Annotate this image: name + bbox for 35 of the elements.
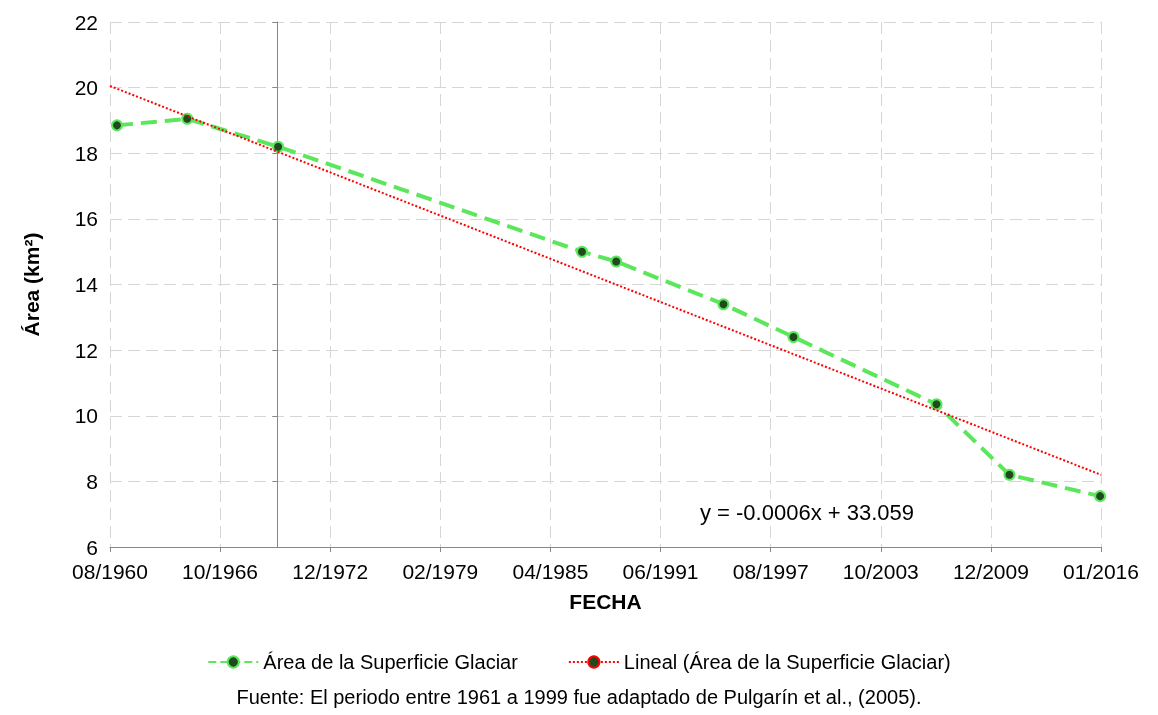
- x-tick-label: 02/1979: [402, 560, 479, 583]
- point: [575, 245, 588, 258]
- annotation: y = -0.0006x + 33.059: [699, 499, 915, 525]
- point: [1003, 468, 1016, 481]
- y-tick-label: 18: [74, 141, 98, 165]
- y-tick-label: 8: [86, 469, 98, 493]
- point: [111, 119, 123, 132]
- point: [930, 398, 943, 411]
- x-tick-label: 06/1991: [622, 560, 699, 583]
- x-tick-label: 08/1997: [732, 560, 809, 583]
- y-tick-label: 22: [74, 10, 98, 34]
- x-tick-label: 10/1966: [182, 560, 259, 583]
- x-tick-label: 12/1972: [292, 560, 369, 583]
- y-tick-label: 10: [74, 404, 98, 428]
- point: [1094, 490, 1107, 503]
- y-tick-label: 16: [74, 207, 98, 231]
- x-tick-label: 08/1960: [72, 560, 148, 583]
- legend-label: Área de la Superficie Glaciar: [263, 651, 519, 673]
- y-tick-label: 14: [74, 273, 99, 296]
- y-tick-label: 12: [74, 338, 98, 362]
- x-tick-label: 01/2016: [1063, 560, 1139, 583]
- point: [717, 298, 730, 311]
- y-axis-title: Área (km²): [20, 232, 43, 337]
- x-tick-label: 12/2009: [952, 560, 1029, 583]
- source-note: Fuente: El periodo entre 1961 a 1999 fue adaptado de Pulgarín et al., (2005).: [236, 686, 922, 708]
- point: [181, 112, 194, 125]
- point: [787, 331, 800, 343]
- x-tick-label: 04/1985: [512, 560, 589, 583]
- point: [272, 140, 285, 153]
- y-tick-label: 6: [86, 535, 98, 559]
- x-tick-label: 10/2003: [842, 560, 919, 583]
- y-tick-label: 20: [74, 76, 98, 100]
- x-axis-title: FECHA: [569, 590, 642, 613]
- legend-label: Lineal (Área de la Superficie Glaciar): [623, 651, 951, 673]
- point: [610, 255, 623, 268]
